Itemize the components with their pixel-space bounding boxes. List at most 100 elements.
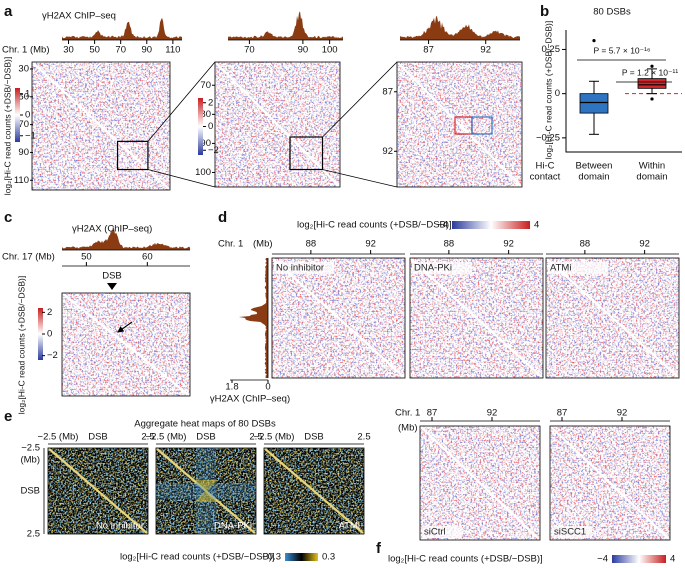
heatmap-frame <box>545 257 680 379</box>
enrichment-band <box>156 483 256 499</box>
panel-letter: f <box>376 540 382 557</box>
y-tick-label: 0.25 <box>542 44 561 55</box>
chart-title: Aggregate heat maps of 80 DSBs <box>134 419 276 430</box>
heatmap-diagonal <box>155 447 257 535</box>
x-tick-label: DSB <box>88 432 108 443</box>
y-tick-label: 0 <box>25 110 30 121</box>
heatmap-frame <box>214 61 341 188</box>
x-tick-label: 87 <box>557 408 568 419</box>
colorbar-tick-label: 4 <box>534 220 539 231</box>
heatmap-diagonal <box>409 257 544 379</box>
heatmap-frame <box>263 447 365 535</box>
box <box>637 78 667 89</box>
y-tick-label: 80 <box>200 109 211 120</box>
x-tick-label: 2.5 <box>141 432 154 443</box>
map-label: DNA-PKi <box>414 263 452 274</box>
zoom-connector <box>147 169 216 188</box>
colorbar-label: log₂[Hi-C read counts (+DSB/−DSB)] <box>120 552 275 563</box>
x-tick-label: 90 <box>141 45 152 56</box>
heatmap-frame <box>396 61 523 188</box>
panel-letter: b <box>540 3 549 20</box>
x-tick-label: 2.5 <box>249 432 262 443</box>
axis-label: Chr. 1 <box>395 408 420 419</box>
heatmap-frame <box>61 292 191 397</box>
highlight-box <box>471 116 493 135</box>
x-tick-label: 87 <box>427 408 438 419</box>
heatmap-frame <box>155 447 257 535</box>
x-tick-label: 2.5 <box>357 432 370 443</box>
chip-track <box>228 11 343 40</box>
x-tick-label: 88 <box>306 239 317 250</box>
x-tick-label: 90 <box>298 45 309 56</box>
x-tick-label: 50 <box>81 252 92 263</box>
x-tick-label: 1.8 <box>225 382 238 393</box>
heatmap-diagonal <box>419 425 541 541</box>
heatmap-diagonal <box>31 61 171 191</box>
y-tick-label: −0.25 <box>536 132 560 143</box>
y-tick-label: 90 <box>18 147 29 158</box>
heatmap-frame <box>409 257 544 379</box>
axis-label: γH2AX (ChIP–seq) <box>210 394 290 405</box>
colorbar-label: log₂[Hi-C read counts (+DSB/−DSB)] <box>388 554 543 565</box>
map-label: ATMi <box>550 263 571 274</box>
x-tick-label: 92 <box>617 408 628 419</box>
x-tick-label: Within <box>639 161 665 172</box>
dsb-marker <box>107 283 117 290</box>
box <box>579 93 609 114</box>
chart-title: 80 DSBs <box>593 7 631 18</box>
panel-letter: d <box>218 209 227 226</box>
axis-frame <box>565 30 682 153</box>
y-tick-label: 92 <box>382 146 393 157</box>
colorbar <box>15 88 20 142</box>
chip-track <box>62 226 190 250</box>
y-tick-label: −2 <box>208 145 219 156</box>
colorbar <box>198 98 203 155</box>
y-tick-label: (Mb) <box>20 455 40 466</box>
heatmap-diagonal <box>61 292 191 397</box>
map-label: ATMi <box>339 521 360 532</box>
x-tick-label: 92 <box>639 239 650 250</box>
x-tick-label: DSB <box>196 432 216 443</box>
colorbar-tick-label: 0.3 <box>322 552 335 563</box>
dsb-label: DSB <box>102 271 122 282</box>
panel-letter: e <box>4 408 12 425</box>
x-tick-label: 60 <box>142 252 153 263</box>
heatmap-frame <box>31 61 171 191</box>
y-tick-label: −2 <box>47 350 58 361</box>
map-label: No inhibitor <box>276 263 324 274</box>
map-label: siSCC1 <box>554 527 586 538</box>
heatmap-diagonal <box>545 257 680 379</box>
heatmap-frame <box>47 447 149 535</box>
track-title: γH2AX (ChIP–seq) <box>72 224 152 235</box>
heatmap-frame <box>419 425 541 541</box>
x-tick-label: 92 <box>365 239 376 250</box>
chip-track <box>400 16 520 40</box>
y-tick-label: 2 <box>208 97 213 108</box>
axis-label: Chr. 1 (Mb) <box>2 45 50 56</box>
x-tick-label: 88 <box>444 239 455 250</box>
y-axis-label: log₂[Hi-C read counts (+DSB/−DSB)] <box>543 21 553 159</box>
x-tick-label: −2.5 (Mb) <box>38 432 79 443</box>
map-label: DNA-PKi <box>214 521 252 532</box>
x-tick-label: domain <box>636 172 667 183</box>
row-label: contact <box>530 172 561 183</box>
label-bg <box>422 526 462 538</box>
x-tick-label: Between <box>576 161 613 172</box>
y-tick-label: 70 <box>18 119 29 130</box>
heatmap-diagonal <box>271 257 406 379</box>
y-tick-label: 0 <box>47 329 52 340</box>
x-tick-label: 92 <box>487 408 498 419</box>
y-tick-label: −2.5 <box>21 443 40 454</box>
y-tick-label: DSB <box>20 486 40 497</box>
x-tick-label: DSB <box>304 432 324 443</box>
heatmap-diagonal <box>263 447 365 535</box>
chip-track <box>238 258 268 378</box>
label-bg <box>412 262 472 274</box>
map-label: No inhibitor <box>96 521 144 532</box>
map-label: siCtrl <box>424 527 446 538</box>
y-axis-label: log₂[Hi-C read counts (+DSB/−DSB)] <box>16 276 26 414</box>
colorbar-label: log₂[Hi-C read counts (+DSB/−DSB)] <box>297 220 452 231</box>
zoom-box <box>116 140 149 171</box>
x-tick-label: 92 <box>503 239 514 250</box>
row-label: Hi-C <box>536 161 555 172</box>
